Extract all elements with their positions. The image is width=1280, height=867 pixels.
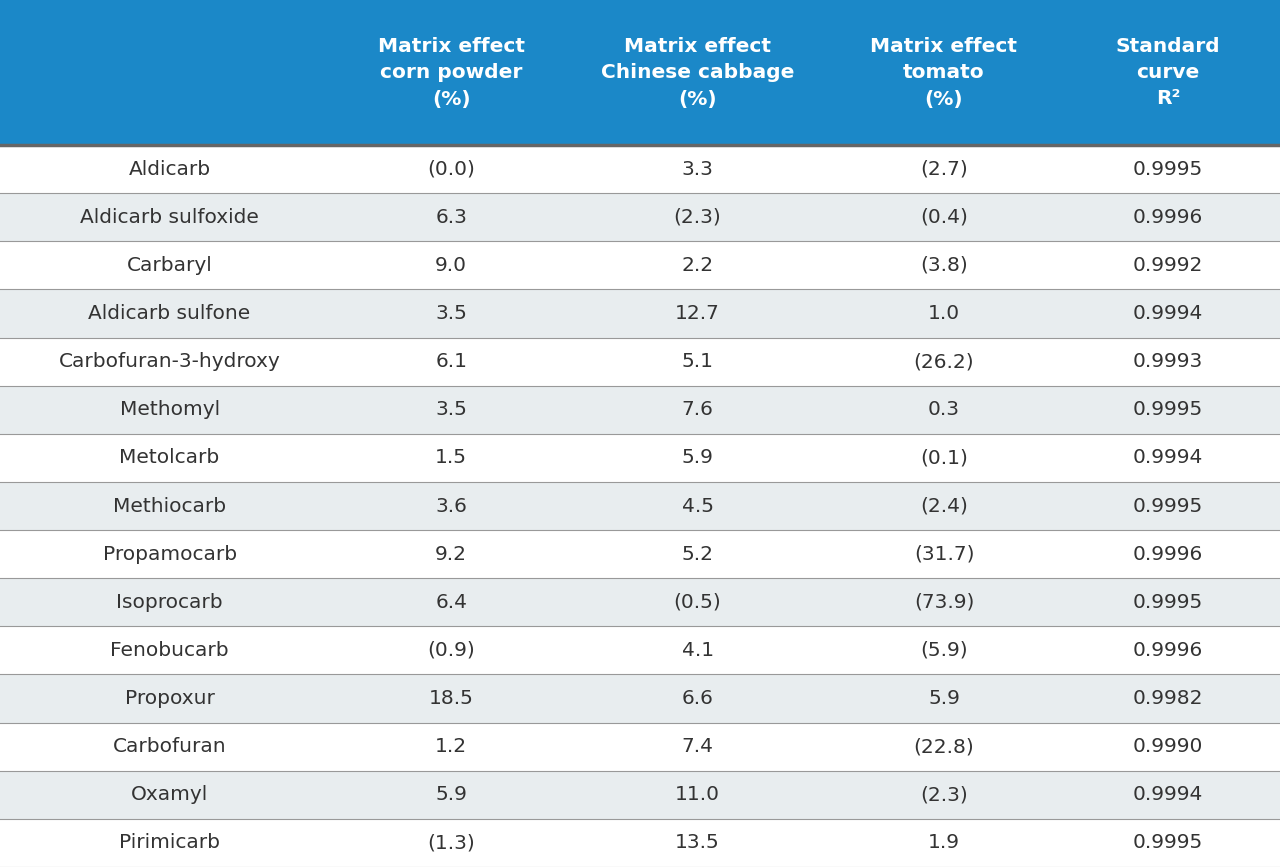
Text: 2.2: 2.2 (681, 256, 714, 275)
Text: (2.4): (2.4) (920, 497, 968, 516)
Text: (26.2): (26.2) (914, 352, 974, 371)
Text: 6.6: 6.6 (682, 689, 713, 708)
Text: 18.5: 18.5 (429, 689, 474, 708)
Bar (0, 386, 1280, 434)
Text: (22.8): (22.8) (914, 737, 974, 756)
Text: Aldicarb: Aldicarb (128, 160, 211, 179)
Text: Methomyl: Methomyl (119, 401, 220, 420)
Text: 5.9: 5.9 (928, 689, 960, 708)
Text: Matrix effect
tomato
(%): Matrix effect tomato (%) (870, 36, 1018, 108)
Text: 3.5: 3.5 (435, 401, 467, 420)
Text: 0.9994: 0.9994 (1133, 786, 1203, 805)
Text: 0.9995: 0.9995 (1133, 160, 1203, 179)
Bar (0, 145, 1280, 193)
Text: Pirimicarb: Pirimicarb (119, 833, 220, 852)
Text: Standard
curve
R²: Standard curve R² (1116, 36, 1220, 108)
Text: (5.9): (5.9) (920, 641, 968, 660)
Text: (0.9): (0.9) (428, 641, 475, 660)
Text: 0.9996: 0.9996 (1133, 544, 1203, 564)
Text: 11.0: 11.0 (675, 786, 721, 805)
Text: 0.9992: 0.9992 (1133, 256, 1203, 275)
Text: 0.9995: 0.9995 (1133, 833, 1203, 852)
Text: 0.9993: 0.9993 (1133, 352, 1203, 371)
Bar (0, 818, 1280, 867)
Text: (0.1): (0.1) (920, 448, 968, 467)
Text: (2.3): (2.3) (920, 786, 968, 805)
Bar (0, 241, 1280, 290)
Text: (2.3): (2.3) (673, 208, 722, 226)
Text: (0.5): (0.5) (673, 593, 722, 612)
Text: 0.9994: 0.9994 (1133, 448, 1203, 467)
Text: 6.3: 6.3 (435, 208, 467, 226)
Text: Isoprocarb: Isoprocarb (116, 593, 223, 612)
Text: (0.0): (0.0) (428, 160, 475, 179)
Text: Propoxur: Propoxur (124, 689, 215, 708)
Bar (0, 578, 1280, 626)
Bar (0, 337, 1280, 386)
Text: (73.9): (73.9) (914, 593, 974, 612)
Text: 0.9990: 0.9990 (1133, 737, 1203, 756)
Text: Carbofuran: Carbofuran (113, 737, 227, 756)
Text: Carbaryl: Carbaryl (127, 256, 212, 275)
Text: 13.5: 13.5 (676, 833, 719, 852)
Text: 9.0: 9.0 (435, 256, 467, 275)
Text: 0.9994: 0.9994 (1133, 304, 1203, 323)
Text: 7.6: 7.6 (682, 401, 713, 420)
Text: 1.5: 1.5 (435, 448, 467, 467)
Text: 6.4: 6.4 (435, 593, 467, 612)
Text: 0.9996: 0.9996 (1133, 641, 1203, 660)
Text: 0.9996: 0.9996 (1133, 208, 1203, 226)
Bar (0, 193, 1280, 241)
Text: 6.1: 6.1 (435, 352, 467, 371)
Text: Metolcarb: Metolcarb (119, 448, 220, 467)
Text: 0.9982: 0.9982 (1133, 689, 1203, 708)
Bar (0, 771, 1280, 818)
Text: 4.1: 4.1 (681, 641, 714, 660)
Text: (31.7): (31.7) (914, 544, 974, 564)
Bar (0, 290, 1280, 337)
Text: 0.9995: 0.9995 (1133, 401, 1203, 420)
Text: 0.9995: 0.9995 (1133, 593, 1203, 612)
Text: 5.9: 5.9 (435, 786, 467, 805)
Text: (3.8): (3.8) (920, 256, 968, 275)
Text: 5.1: 5.1 (682, 352, 714, 371)
Text: Methiocarb: Methiocarb (113, 497, 227, 516)
Text: 9.2: 9.2 (435, 544, 467, 564)
Text: Oxamyl: Oxamyl (131, 786, 209, 805)
Text: (0.4): (0.4) (920, 208, 968, 226)
Text: Matrix effect
Chinese cabbage
(%): Matrix effect Chinese cabbage (%) (600, 36, 795, 108)
Text: 3.5: 3.5 (435, 304, 467, 323)
Text: 1.2: 1.2 (435, 737, 467, 756)
Text: 12.7: 12.7 (675, 304, 721, 323)
Bar (0, 626, 1280, 675)
Text: 5.9: 5.9 (682, 448, 713, 467)
Text: 3.6: 3.6 (435, 497, 467, 516)
Text: Aldicarb sulfone: Aldicarb sulfone (88, 304, 251, 323)
Text: 1.0: 1.0 (928, 304, 960, 323)
Text: 7.4: 7.4 (682, 737, 714, 756)
Text: Aldicarb sulfoxide: Aldicarb sulfoxide (81, 208, 259, 226)
Bar (0, 0, 1280, 145)
Text: 0.9995: 0.9995 (1133, 497, 1203, 516)
Text: Fenobucarb: Fenobucarb (110, 641, 229, 660)
Text: 1.9: 1.9 (928, 833, 960, 852)
Text: 0.3: 0.3 (928, 401, 960, 420)
Text: Carbofuran-3-hydroxy: Carbofuran-3-hydroxy (59, 352, 280, 371)
Bar (0, 675, 1280, 722)
Bar (0, 434, 1280, 482)
Text: (1.3): (1.3) (428, 833, 475, 852)
Text: Propamocarb: Propamocarb (102, 544, 237, 564)
Text: Matrix effect
corn powder
(%): Matrix effect corn powder (%) (378, 36, 525, 108)
Text: 4.5: 4.5 (682, 497, 714, 516)
Bar (0, 482, 1280, 530)
Text: 5.2: 5.2 (682, 544, 714, 564)
Text: (2.7): (2.7) (920, 160, 968, 179)
Text: 3.3: 3.3 (682, 160, 713, 179)
Bar (0, 722, 1280, 771)
Bar (0, 530, 1280, 578)
